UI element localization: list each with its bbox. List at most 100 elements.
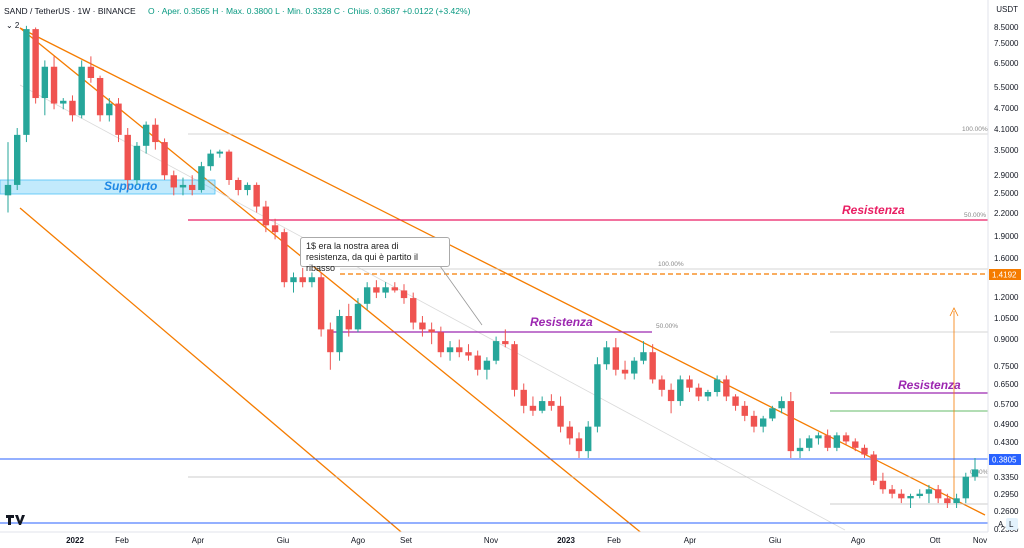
candle (179, 177, 187, 196)
candle (612, 338, 620, 376)
price-tag-resistance: 1.4192 (989, 269, 1021, 280)
candle (345, 303, 352, 337)
candle (235, 177, 242, 196)
candle (410, 292, 417, 330)
y-tick-label: 1.0500 (994, 314, 1019, 323)
candle (216, 149, 224, 158)
candle (934, 484, 942, 504)
y-tick-label: 0.4300 (994, 438, 1019, 447)
trend-line-light (19, 84, 846, 531)
candle (271, 218, 279, 240)
candle (253, 182, 260, 213)
x-tick-label: Giu (769, 536, 781, 545)
y-tick-label: 5.5000 (994, 83, 1019, 92)
chart-header: SAND / TetherUS · 1W · BINANCE O · Aper.… (4, 6, 470, 16)
candle (142, 121, 150, 154)
currency-label[interactable]: USDT (996, 5, 1018, 14)
candle (594, 357, 601, 433)
resistance-label-1: Resistenza (842, 203, 905, 217)
fib-label-100b: 100.00% (658, 261, 684, 268)
x-tick-label: Feb (115, 536, 129, 545)
candle (354, 298, 362, 333)
fib-label-100: 100.00% (962, 126, 988, 133)
auto-scale-button[interactable]: A (998, 520, 1004, 529)
candle (870, 451, 877, 485)
candle (290, 272, 297, 293)
candle (69, 95, 76, 122)
candle (824, 429, 831, 452)
candle (842, 432, 850, 445)
projection-arrow-head (949, 307, 959, 317)
candle (815, 432, 822, 445)
y-tick-label: 1.2000 (994, 293, 1019, 302)
x-tick-label: 2022 (66, 536, 84, 545)
candle (787, 392, 795, 458)
symbol-label[interactable]: SAND / TetherUS · 1W · BINANCE (4, 6, 136, 16)
candle (382, 282, 389, 299)
candle (492, 336, 500, 365)
candle (115, 98, 122, 143)
x-tick-label: 2023 (557, 536, 575, 545)
channel-upper-line (19, 27, 661, 548)
y-tick-label: 4.1000 (994, 125, 1019, 134)
x-tick-label: Ago (851, 536, 866, 545)
y-tick-label: 0.2950 (994, 490, 1019, 499)
candle (704, 389, 712, 402)
candle (658, 375, 666, 397)
candle (833, 432, 841, 452)
x-tick-label: Feb (607, 536, 621, 545)
candle (916, 489, 923, 499)
svg-text:A: A (998, 520, 1004, 529)
y-tick-label: 0.6500 (994, 380, 1019, 389)
svg-text:1.4192: 1.4192 (992, 271, 1017, 280)
fib-label-50b: 50.00% (656, 323, 678, 330)
candle (437, 326, 445, 358)
tradingview-logo (6, 515, 25, 525)
log-scale-button[interactable]: L (1006, 518, 1018, 530)
y-tick-label: 0.2600 (994, 507, 1019, 516)
candle (898, 489, 905, 504)
candle (225, 149, 233, 185)
candle (23, 25, 30, 143)
candle (723, 375, 730, 402)
candle (511, 341, 518, 397)
ohlc-readout: O · Aper. 0.3565 H · Max. 0.3800 L · Min… (148, 6, 471, 16)
candle (502, 329, 509, 348)
candle (888, 484, 896, 499)
candle (317, 272, 325, 337)
candle (87, 56, 95, 83)
svg-text:⌄ 2: ⌄ 2 (6, 21, 20, 30)
candle (713, 375, 721, 397)
x-tick-label: Nov (973, 536, 987, 545)
candle (400, 284, 408, 304)
x-tick-label: Ott (930, 536, 941, 545)
annotation-note[interactable]: 1$ era la nostra area di resistenza, da … (300, 237, 450, 273)
candle (207, 149, 214, 171)
y-tick-label: 3.5000 (994, 146, 1019, 155)
y-tick-label: 1.9000 (994, 232, 1019, 241)
indicator-toggle[interactable]: ⌄ 2 (6, 21, 20, 30)
x-tick-label: Nov (484, 536, 498, 545)
candle (695, 383, 702, 402)
candle (566, 421, 573, 445)
candle (557, 396, 564, 433)
candle (133, 142, 141, 185)
candle (852, 438, 859, 452)
candle (548, 394, 555, 411)
candle (953, 493, 960, 509)
candle (373, 280, 380, 299)
y-tick-label: 2.2000 (994, 209, 1019, 218)
candle (41, 60, 49, 116)
candle (575, 432, 583, 458)
fib-label-50: 50.00% (964, 212, 986, 219)
candle (769, 405, 776, 422)
candle (456, 339, 463, 358)
candle (759, 415, 767, 433)
x-tick-label: Giu (277, 536, 289, 545)
x-tick-label: Set (400, 536, 413, 545)
note-pointer (439, 265, 483, 326)
candle (603, 341, 610, 370)
candle (161, 138, 168, 180)
y-tick-label: 7.5000 (994, 39, 1019, 48)
